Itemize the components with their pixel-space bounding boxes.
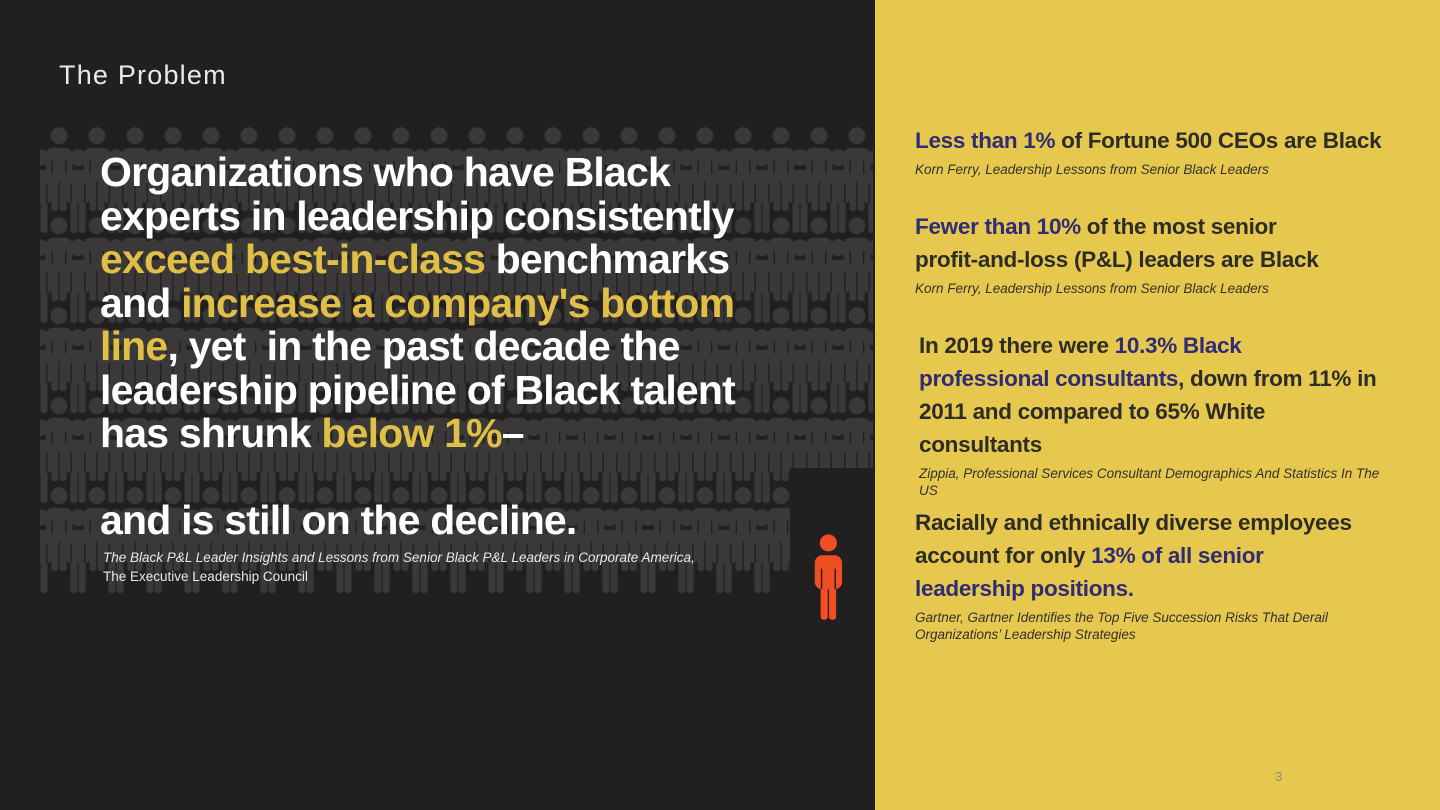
stat-citation: Korn Ferry, Leadership Lessons from Seni… [915,162,1269,177]
stat-headline-line: In 2019 there were 10.3% Black [919,329,1397,362]
quote-line: has shrunk below 1%– [100,410,840,456]
highlighted-text-segment: professional consultants [919,366,1179,391]
quote-closing-line: and is still on the decline. [100,496,577,543]
stat-block-3: In 2019 there were 10.3% Black profession… [915,329,1397,499]
text-segment: – [501,410,525,456]
text-segment: Racially and ethnically diverse employee… [915,510,1352,535]
stat-citation: Zippia, Professional Services Consultant… [919,466,1380,498]
highlighted-text-segment: Fewer than 10% [915,214,1081,239]
crowd-grid-b [40,148,873,594]
text-segment: has shrunk [100,410,322,456]
quote-line: line, yet in the past decade the [100,323,840,369]
text-segment: 2011 and compared to 65% White [919,399,1266,424]
quote-citation-line-1: The Black P&L Leader Insights and Lesson… [103,550,695,565]
text-segment: , yet in the past decade the [167,323,680,369]
page-number: 3 [1275,769,1283,784]
stat-headline-line: consultants [919,428,1397,461]
quote-lines: Organizations who have Black experts in l… [100,149,840,456]
highlighted-text-segment: exceed best-in-class [100,236,486,282]
crowd-pattern-graphic [40,126,875,621]
text-segment: leadership pipeline of Black talent [100,366,736,413]
highlighted-text-segment: increase a company's bottom [181,279,735,326]
highlighted-text-segment: Less than 1% [915,128,1056,153]
text-segment: benchmarks [485,236,730,282]
text-segment: account for only [915,543,1092,568]
highlighted-text-segment: 10.3% Black [1114,333,1242,358]
text-segment: , down from 11% in [1178,366,1377,391]
stat-citation: Gartner, Gartner Identifies the Top Five… [915,610,1328,642]
quote-line: experts in leadership consistently [100,192,840,239]
quote-line: exceed best-in-class benchmarks [100,236,840,282]
stat-headline-line: account for only 13% of all senior [915,539,1393,572]
highlighted-text-segment: below 1% [321,410,502,456]
text-segment: consultants [919,432,1042,457]
stat-block-2: Fewer than 10% of the most senior profit-… [915,210,1393,297]
text-segment: of Fortune 500 CEOs are Black [1055,128,1382,153]
quote-block: Organizations who have Black experts in l… [100,149,840,543]
stat-block-1: Less than 1% of Fortune 500 CEOs are Bla… [915,124,1393,178]
highlighted-text-segment: line [100,323,168,369]
text-segment: of the most senior [1080,214,1277,239]
stat-citation: Korn Ferry, Leadership Lessons from Seni… [915,281,1269,296]
stat-headline-line: Less than 1% of Fortune 500 CEOs are Bla… [915,124,1393,157]
quote-line: and increase a company's bottom [100,279,840,326]
quote-citation-line-2: The Executive Leadership Council [103,569,308,584]
stat-block-4: Racially and ethnically diverse employee… [915,506,1393,643]
quote-line: leadership pipeline of Black talent [100,366,840,413]
stat-headline-line: profit-and-loss (P&L) leaders are Black [915,243,1393,276]
text-segment: Organizations who have Black [100,149,671,195]
stat-headline-line: Fewer than 10% of the most senior [915,210,1393,243]
quote-citation: The Black P&L Leader Insights and Lesson… [103,548,695,586]
text-segment: In 2019 there were [919,333,1115,358]
page-title: The Problem [59,60,227,90]
quote-line: Organizations who have Black [100,149,840,195]
text-segment: experts in leadership consistently [100,192,734,239]
stat-headline-line: leadership positions. [915,572,1393,605]
stat-headline-line: professional consultants, down from 11% … [919,362,1397,395]
stats-panel [875,0,1440,810]
text-segment: and [100,279,182,326]
highlighted-text-segment: 13% of all senior [1091,543,1264,568]
stat-headline-line: 2011 and compared to 65% White [919,395,1397,428]
stat-headline-line: Racially and ethnically diverse employee… [915,506,1393,539]
text-segment: profit-and-loss (P&L) leaders are Black [915,247,1319,272]
highlighted-text-segment: leadership positions. [915,576,1134,601]
